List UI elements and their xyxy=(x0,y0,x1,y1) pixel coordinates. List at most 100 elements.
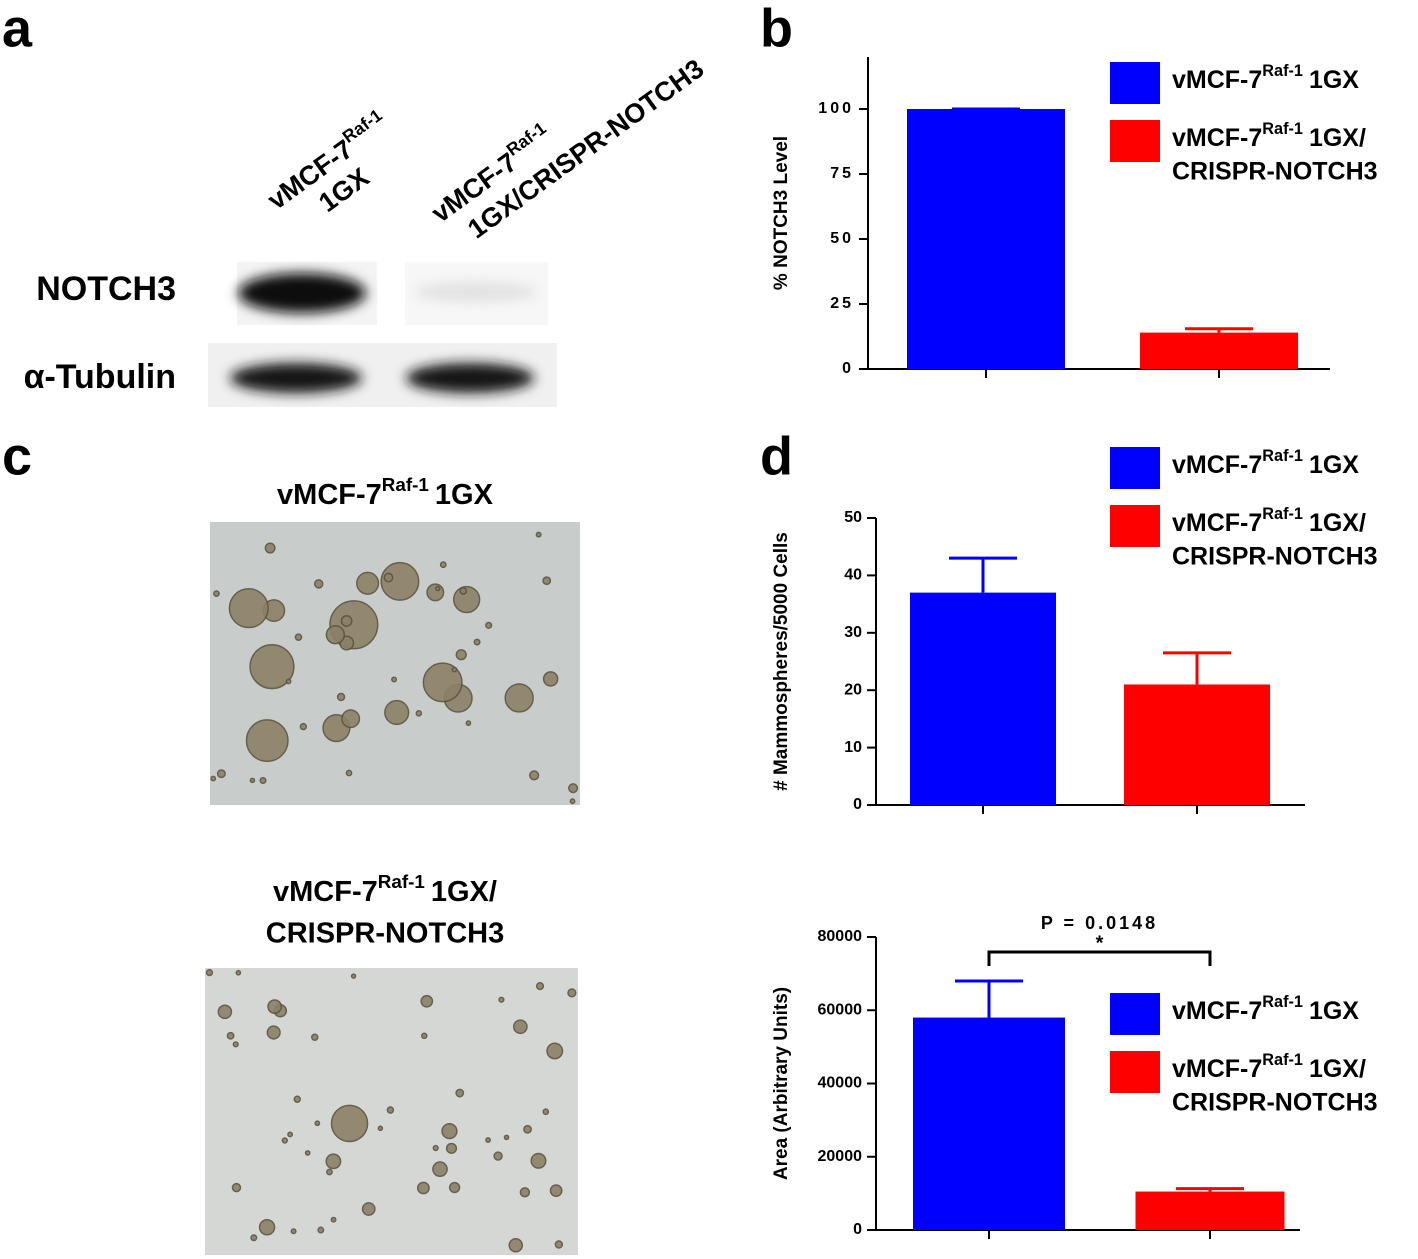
sphere xyxy=(432,1144,439,1152)
sphere xyxy=(416,1181,430,1195)
sphere xyxy=(231,1182,242,1193)
legend-text: 1GX xyxy=(1309,66,1359,94)
legend-label: CRISPR-NOTCH3 xyxy=(1172,158,1378,186)
sphere xyxy=(285,678,292,685)
sphere xyxy=(380,561,420,601)
sphere xyxy=(217,1004,233,1020)
sphere xyxy=(290,1228,297,1235)
legend-text: Raf-1 xyxy=(1262,993,1303,1011)
sphere xyxy=(313,579,324,589)
y-tick-label: 80000 xyxy=(818,928,863,945)
sphere xyxy=(345,769,353,777)
sphere xyxy=(519,1187,531,1198)
band xyxy=(238,273,366,313)
band xyxy=(414,282,538,302)
legend-label: vMCF-7Raf-1 1GX xyxy=(1172,62,1359,93)
sphere xyxy=(415,710,423,717)
legend-text: Raf-1 xyxy=(1262,120,1303,138)
legend-text: 1GX/ xyxy=(1309,124,1366,152)
image-title: CRISPR-NOTCH3 xyxy=(266,918,504,950)
sphere xyxy=(391,676,398,683)
sphere xyxy=(249,777,256,784)
panel-label: a xyxy=(2,0,33,58)
sphere xyxy=(546,1042,564,1060)
sphere xyxy=(512,1019,528,1035)
legend-text: 1GX xyxy=(1309,451,1359,479)
sphere xyxy=(549,1184,563,1198)
legend-text: Raf-1 xyxy=(1262,62,1303,80)
bar xyxy=(1124,684,1270,805)
y-tick-label: 0 xyxy=(842,360,854,377)
legend-label: CRISPR-NOTCH3 xyxy=(1172,1089,1378,1117)
sphere xyxy=(356,571,380,595)
legend-text: 1GX xyxy=(1309,997,1359,1025)
error-bar xyxy=(1185,327,1253,333)
sphere xyxy=(377,1125,384,1132)
sphere xyxy=(473,638,481,646)
lane-label: vMCF-7Raf-1 1GX/CRISPR-NOTCH3 xyxy=(426,53,709,244)
legend-text: vMCF-7 xyxy=(1172,997,1262,1025)
image-title: vMCF-7Raf-1 1GX xyxy=(277,474,494,511)
sphere xyxy=(503,1134,510,1141)
y-tick-label: 30 xyxy=(844,624,862,641)
sphere xyxy=(336,692,346,702)
sphere xyxy=(281,1137,288,1144)
sphere xyxy=(226,1031,235,1040)
sphere xyxy=(459,587,468,595)
sphere xyxy=(259,776,267,785)
y-tick-label: 25 xyxy=(830,295,854,312)
sphere xyxy=(383,572,394,583)
sphere xyxy=(325,1153,342,1170)
panel-label: d xyxy=(760,426,793,486)
bar xyxy=(913,1017,1065,1230)
error-bar xyxy=(949,556,1017,593)
legend-text: Raf-1 xyxy=(1262,447,1303,465)
sphere xyxy=(384,699,410,726)
error-bar xyxy=(955,979,1023,1018)
sphere xyxy=(451,666,458,673)
sphere xyxy=(465,720,472,727)
sphere xyxy=(542,1108,550,1116)
sphere xyxy=(569,798,576,805)
significance-bracket xyxy=(987,950,1212,966)
sphere xyxy=(314,1120,321,1127)
y-tick-label: 100 xyxy=(818,100,854,117)
sphere xyxy=(326,1168,333,1176)
sphere xyxy=(228,588,269,629)
sphere xyxy=(310,1033,319,1042)
sphere xyxy=(216,769,226,779)
bar xyxy=(910,592,1056,805)
sphere xyxy=(542,671,559,687)
sphere xyxy=(264,542,276,554)
legend-label: vMCF-7Raf-1 1GX/ xyxy=(1172,505,1366,536)
sphere xyxy=(523,1124,532,1134)
legend-swatch xyxy=(1110,505,1160,547)
sphere xyxy=(340,615,353,627)
legend-text: vMCF-7 xyxy=(1172,66,1262,94)
y-tick-label: 40000 xyxy=(818,1075,863,1092)
sphere xyxy=(441,1122,458,1140)
sphere xyxy=(498,996,505,1003)
y-tick-label: 75 xyxy=(830,165,854,182)
sphere xyxy=(361,1202,376,1216)
legend-label: CRISPR-NOTCH3 xyxy=(1172,543,1378,571)
error-bar xyxy=(1176,1187,1244,1192)
blot-row-label: α-Tubulin xyxy=(24,358,176,396)
sphere xyxy=(567,988,577,998)
y-tick-label: 50 xyxy=(844,509,862,526)
sphere xyxy=(485,1137,492,1143)
sphere xyxy=(294,633,303,641)
bar xyxy=(907,109,1065,369)
y-tick-label: 20000 xyxy=(818,1148,863,1165)
band xyxy=(406,363,534,393)
legend-label: vMCF-7Raf-1 1GX xyxy=(1172,447,1359,478)
sphere xyxy=(249,643,295,690)
sphere xyxy=(535,531,542,538)
legend-text: vMCF-7 xyxy=(1172,451,1262,479)
legend-label: vMCF-7Raf-1 1GX xyxy=(1172,993,1359,1024)
panel-label: c xyxy=(2,426,32,486)
bar xyxy=(1135,1191,1285,1230)
y-tick-label: 0 xyxy=(853,1221,862,1238)
sphere xyxy=(542,576,552,586)
lane-label-line: 1GX/CRISPR-NOTCH3 xyxy=(462,53,709,244)
